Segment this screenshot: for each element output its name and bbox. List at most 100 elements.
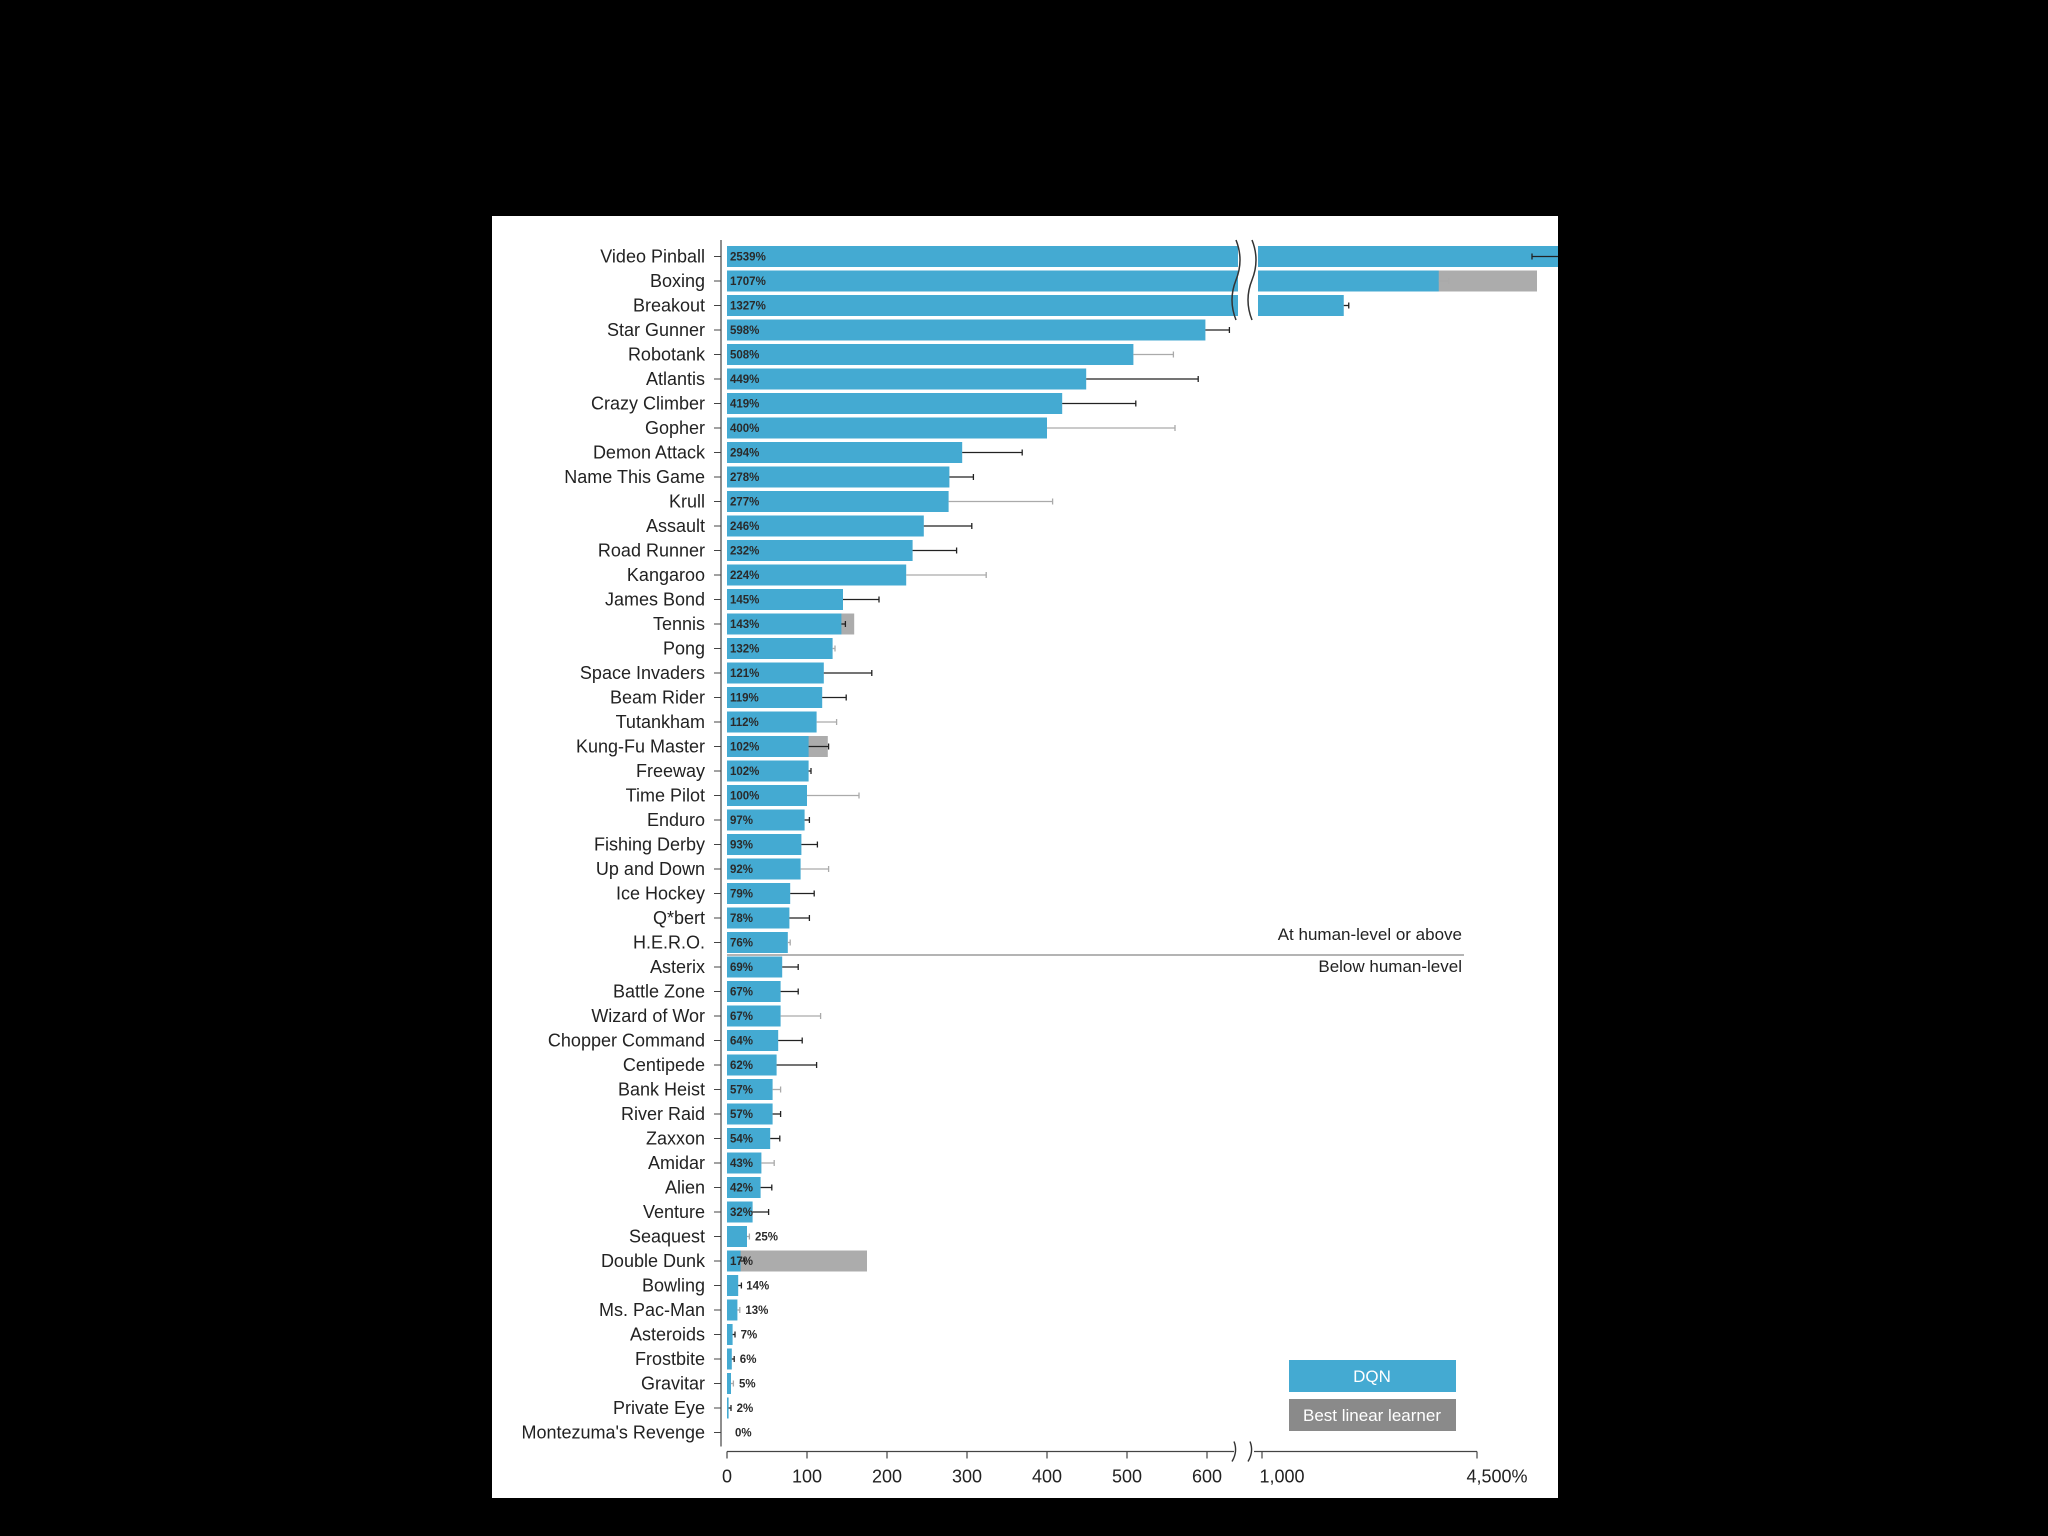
category-label: Double Dunk bbox=[601, 1251, 706, 1271]
bar-dqn bbox=[727, 1103, 773, 1125]
value-label: 145% bbox=[730, 595, 759, 607]
bar-dqn bbox=[727, 319, 1206, 341]
category-label: Krull bbox=[669, 492, 705, 512]
value-label: 112% bbox=[730, 717, 759, 729]
category-label: Demon Attack bbox=[593, 443, 706, 463]
category-label: Gravitar bbox=[641, 1374, 705, 1394]
axis-break-marks bbox=[1231, 239, 1258, 321]
bar-dqn bbox=[727, 1030, 779, 1051]
bar-dqn bbox=[727, 883, 791, 904]
value-label: 93% bbox=[730, 840, 753, 852]
category-label: Space Invaders bbox=[580, 663, 705, 683]
value-label: 54% bbox=[730, 1134, 753, 1146]
annotation-below: Below human-level bbox=[1318, 957, 1462, 976]
bar-dqn bbox=[727, 344, 1134, 365]
x-tick-label: 600 bbox=[1192, 1467, 1222, 1487]
value-label: 92% bbox=[730, 864, 753, 876]
x-axis: 0 100 200 300 400 500 600 1,000 4,500% bbox=[722, 1441, 1528, 1487]
category-label: Kangaroo bbox=[627, 565, 705, 585]
value-label: 57% bbox=[730, 1085, 753, 1097]
category-label: Robotank bbox=[628, 345, 706, 365]
value-label: 598% bbox=[730, 325, 759, 337]
value-label: 277% bbox=[730, 497, 759, 509]
bar-dqn bbox=[727, 1348, 732, 1370]
value-label: 13% bbox=[745, 1305, 768, 1317]
category-label: Video Pinball bbox=[600, 247, 705, 267]
legend-dqn-label: DQN bbox=[1353, 1367, 1391, 1386]
category-label: Up and Down bbox=[596, 859, 705, 879]
category-label: Bowling bbox=[642, 1276, 705, 1296]
bar-dqn bbox=[727, 515, 924, 537]
value-label: 278% bbox=[730, 472, 759, 484]
value-label: 100% bbox=[730, 791, 759, 803]
bar-dqn bbox=[727, 1005, 781, 1027]
bar-dqn bbox=[727, 540, 913, 561]
bar-dqn bbox=[727, 932, 788, 953]
value-label: 67% bbox=[730, 987, 753, 999]
category-label: River Raid bbox=[621, 1104, 705, 1124]
bar-dqn bbox=[727, 956, 783, 978]
value-label: 294% bbox=[730, 448, 759, 460]
bar-dqn bbox=[727, 662, 824, 684]
bar-dqn bbox=[727, 834, 802, 855]
bar-dqn bbox=[727, 1299, 738, 1321]
category-label: Battle Zone bbox=[613, 982, 705, 1002]
x-tick-label: 1,000 bbox=[1259, 1467, 1304, 1487]
category-label: Assault bbox=[646, 516, 705, 536]
bar-dqn bbox=[727, 760, 809, 782]
x-tick-label: 300 bbox=[952, 1467, 982, 1487]
value-label: 102% bbox=[730, 766, 759, 778]
value-label: 57% bbox=[730, 1109, 753, 1121]
bar-linear bbox=[727, 1250, 867, 1272]
category-label: Q*bert bbox=[653, 908, 705, 928]
category-label: Asteroids bbox=[630, 1325, 705, 1345]
category-label: Tennis bbox=[653, 614, 705, 634]
category-label: H.E.R.O. bbox=[633, 933, 705, 953]
bar-dqn bbox=[727, 295, 1344, 316]
category-label: Centipede bbox=[623, 1055, 705, 1075]
value-label: 121% bbox=[730, 668, 759, 680]
x-tick-label: 0 bbox=[722, 1467, 732, 1487]
category-label: Ice Hockey bbox=[616, 884, 705, 904]
category-label: Beam Rider bbox=[610, 688, 705, 708]
value-label: 17% bbox=[730, 1256, 753, 1268]
value-label: 42% bbox=[730, 1183, 753, 1195]
category-label: Tutankham bbox=[616, 712, 705, 732]
value-label: 79% bbox=[730, 889, 753, 901]
category-label: Enduro bbox=[647, 810, 705, 830]
bar-dqn bbox=[727, 466, 950, 488]
bar-dqn bbox=[727, 1152, 762, 1174]
bar-dqn bbox=[727, 491, 949, 512]
bar-dqn bbox=[727, 907, 790, 929]
category-label: Chopper Command bbox=[548, 1031, 705, 1051]
value-label: 67% bbox=[730, 1011, 753, 1023]
legend-dqn-swatch bbox=[1289, 1360, 1456, 1392]
category-label: Frostbite bbox=[635, 1349, 705, 1369]
bar-dqn bbox=[727, 270, 1439, 292]
value-label: 32% bbox=[730, 1207, 753, 1219]
value-label: 232% bbox=[730, 546, 759, 558]
bar-dqn bbox=[727, 589, 843, 610]
bar-dqn bbox=[727, 687, 823, 708]
value-label: 0% bbox=[735, 1428, 752, 1440]
x-tick-label: 4,500% bbox=[1466, 1467, 1527, 1487]
bar-dqn bbox=[727, 1275, 739, 1296]
bar-dqn bbox=[727, 809, 805, 831]
bar-dqn bbox=[727, 564, 907, 586]
bar-dqn bbox=[727, 1397, 729, 1419]
category-label: Zaxxon bbox=[646, 1129, 705, 1149]
bar-dqn bbox=[727, 613, 842, 635]
bar-dqn bbox=[727, 1177, 761, 1198]
value-label: 132% bbox=[730, 644, 759, 656]
x-tick-label: 100 bbox=[792, 1467, 822, 1487]
value-label: 1327% bbox=[730, 301, 766, 313]
category-label: Boxing bbox=[650, 271, 705, 291]
category-label: Kung-Fu Master bbox=[576, 737, 705, 757]
x-axis-break bbox=[1247, 1441, 1253, 1462]
legend-linear-label: Best linear learner bbox=[1303, 1406, 1441, 1425]
value-label: 97% bbox=[730, 815, 753, 827]
value-label: 1707% bbox=[730, 276, 766, 288]
value-label: 449% bbox=[730, 374, 759, 386]
bar-chart: Video Pinball 2539% Boxing 1707% Breakout 132… bbox=[521, 239, 1558, 1487]
value-label: 508% bbox=[730, 350, 759, 362]
